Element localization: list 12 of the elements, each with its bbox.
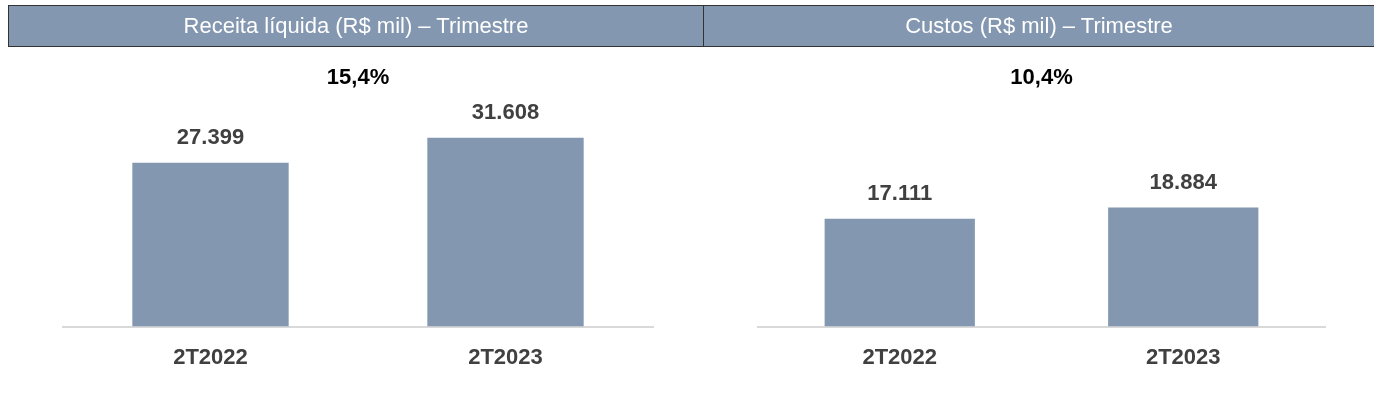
chart-title: Custos (R$ mil) – Trimestre: [703, 5, 1374, 47]
x-tick-label: 2T2022: [862, 343, 938, 369]
data-label: 18.884: [1149, 168, 1218, 194]
x-tick-label: 2T2022: [173, 343, 248, 369]
data-label: 17.111: [867, 179, 933, 205]
x-tick-label: 2T2023: [1145, 343, 1221, 369]
chart-title: Receita líquida (R$ mil) – Trimestre: [8, 5, 703, 47]
text: 15,4%: [326, 64, 390, 90]
data-label: 27.399: [176, 123, 245, 149]
x-tick-label: 2T2023: [468, 343, 543, 369]
data-label: 31.608: [471, 98, 540, 124]
text: 10,4%: [1010, 64, 1073, 90]
